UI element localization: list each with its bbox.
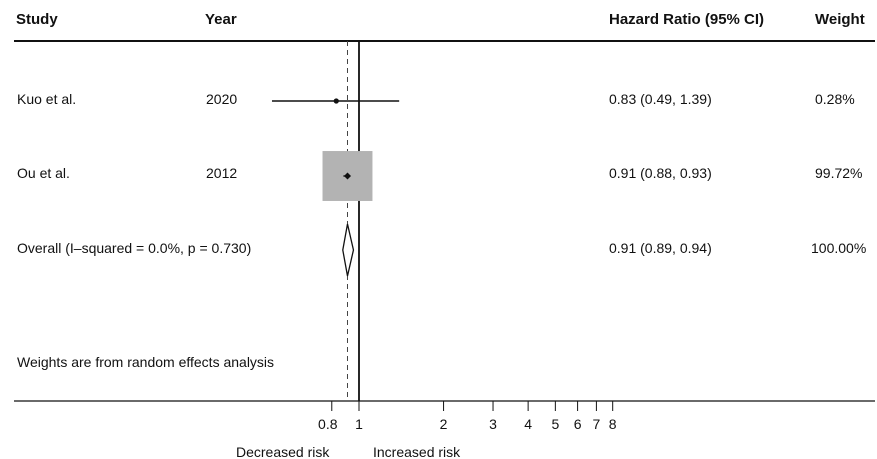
row-kuo-weight: 0.28% <box>815 91 855 107</box>
overall-diamond <box>342 223 355 277</box>
row-ou-weight: 99.72% <box>815 165 863 181</box>
row-kuo-year: 2020 <box>206 91 238 107</box>
x-tick-label: 7 <box>593 416 601 432</box>
row-overall-weight: 100.00% <box>811 240 867 256</box>
x-tick-label: 6 <box>574 416 582 432</box>
x-tick-label: 0.8 <box>318 416 338 432</box>
x-tick-label: 8 <box>609 416 617 432</box>
study-point-estimate <box>343 172 351 180</box>
x-tick-label: 1 <box>355 416 363 432</box>
row-ou-year: 2012 <box>206 165 238 181</box>
row-overall-ci: 0.91 (0.89, 0.94) <box>609 240 712 256</box>
row-ou-study: Ou et al. <box>17 165 70 181</box>
x-tick-label: 5 <box>551 416 559 432</box>
row-kuo-ci: 0.83 (0.49, 1.39) <box>609 91 712 107</box>
footnote: Weights are from random effects analysis <box>17 354 275 370</box>
header-year: Year <box>205 11 237 28</box>
header-weight: Weight <box>815 11 865 28</box>
header-study: Study <box>16 11 58 28</box>
row-overall-study: Overall (I–squared = 0.0%, p = 0.730) <box>17 240 252 256</box>
row-kuo-study: Kuo et al. <box>17 91 77 107</box>
axis-label-left: Decreased risk <box>236 444 330 459</box>
row-ou-ci: 0.91 (0.88, 0.93) <box>609 165 712 181</box>
study-point-estimate <box>333 98 339 104</box>
x-tick-label: 3 <box>489 416 497 432</box>
axis-label-right: Increased risk <box>373 444 461 459</box>
x-tick-label: 2 <box>440 416 448 432</box>
x-tick-label: 4 <box>524 416 532 432</box>
header-effect: Hazard Ratio (95% CI) <box>609 11 765 28</box>
